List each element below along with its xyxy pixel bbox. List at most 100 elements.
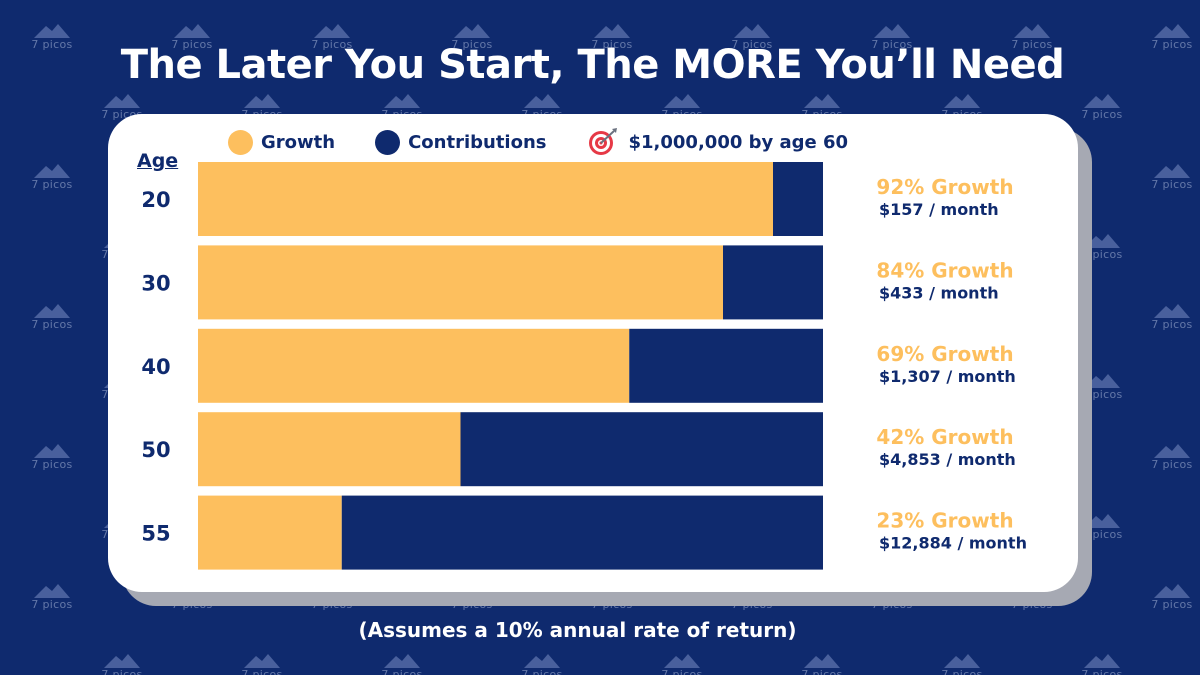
watermark-text: 7 picos <box>31 38 73 51</box>
footnote: (Assumes a 10% annual rate of return) <box>358 618 797 642</box>
watermark-text: 7 picos <box>801 668 843 675</box>
growth-percent-label-age-30: 84% Growth <box>876 258 1013 282</box>
watermark-text: 7 picos <box>521 668 563 675</box>
watermark-logo: 7 picos <box>12 20 92 60</box>
mountain-icon <box>524 94 560 108</box>
watermark-logo: 7 picos <box>852 20 932 60</box>
watermark-logo: 7 picos <box>502 650 582 675</box>
mountain-icon <box>314 24 350 38</box>
watermark-text: 7 picos <box>31 458 73 471</box>
monthly-contribution-label-age-40: $1,307 / month <box>879 367 1016 386</box>
watermark-logo: 7 picos <box>1132 300 1200 340</box>
mountain-icon <box>34 164 70 178</box>
bar-growth-age-20 <box>198 162 773 236</box>
watermark-logo: 7 picos <box>432 20 512 60</box>
watermark-logo: 7 picos <box>642 650 722 675</box>
mountain-icon <box>734 24 770 38</box>
legend-label-contributions: Contributions <box>408 131 547 153</box>
watermark-text: 7 picos <box>1081 108 1123 121</box>
page-title: The Later You Start, The MORE You’ll Nee… <box>120 42 1065 88</box>
mountain-icon <box>664 94 700 108</box>
mountain-icon <box>944 654 980 668</box>
monthly-contribution-label-age-55: $12,884 / month <box>879 534 1027 553</box>
monthly-contribution-label-age-20: $157 / month <box>879 200 999 219</box>
legend-swatch-growth <box>228 129 253 155</box>
watermark-text: 7 picos <box>1151 318 1193 331</box>
mountain-icon <box>1084 654 1120 668</box>
watermark-logo: 7 picos <box>1132 160 1200 200</box>
growth-percent-label-age-55: 23% Growth <box>876 509 1013 533</box>
watermark-text: 7 picos <box>1081 668 1123 675</box>
mountain-icon <box>34 304 70 318</box>
watermark-logo: 7 picos <box>222 650 302 675</box>
watermark-logo: 7 picos <box>12 440 92 480</box>
mountain-icon <box>944 94 980 108</box>
growth-percent-label-age-40: 69% Growth <box>876 342 1013 366</box>
mountain-icon <box>384 94 420 108</box>
watermark-logo: 7 picos <box>712 20 792 60</box>
watermark-logo: 7 picos <box>922 650 1002 675</box>
y-tick-label-age-40: 40 <box>141 355 170 379</box>
watermark-logo: 7 picos <box>1132 440 1200 480</box>
bar-contributions-age-20 <box>773 162 823 236</box>
watermark-logo: 7 picos <box>1132 580 1200 620</box>
watermark-logo: 7 picos <box>12 160 92 200</box>
mountain-icon <box>174 24 210 38</box>
watermark-text: 7 picos <box>871 38 913 51</box>
watermark-logo: 7 picos <box>782 650 862 675</box>
watermark-text: 7 picos <box>31 318 73 331</box>
growth-percent-label-age-50: 42% Growth <box>876 425 1013 449</box>
mountain-icon <box>804 654 840 668</box>
mountain-icon <box>1154 24 1190 38</box>
mountain-icon <box>804 94 840 108</box>
mountain-icon <box>524 654 560 668</box>
mountain-icon <box>104 654 140 668</box>
bar-growth-age-55 <box>198 495 342 570</box>
mountain-icon <box>454 24 490 38</box>
mountain-icon <box>1154 444 1190 458</box>
bar-growth-age-30 <box>198 245 723 320</box>
mountain-icon <box>664 654 700 668</box>
y-tick-label-age-55: 55 <box>141 522 170 546</box>
watermark-logo: 7 picos <box>82 650 162 675</box>
watermark-text: 7 picos <box>661 668 703 675</box>
mountain-icon <box>1154 584 1190 598</box>
mountain-icon <box>244 654 280 668</box>
watermark-text: 7 picos <box>31 598 73 611</box>
legend-label-goal: $1,000,000 by age 60 <box>628 131 849 153</box>
watermark-text: 7 picos <box>451 38 493 51</box>
watermark-logo: 7 picos <box>992 20 1072 60</box>
watermark-logo: 7 picos <box>1132 20 1200 60</box>
mountain-icon <box>244 94 280 108</box>
watermark-text: 7 picos <box>941 668 983 675</box>
watermark-logo: 7 picos <box>1062 650 1142 675</box>
growth-percent-label-age-20: 92% Growth <box>876 175 1013 199</box>
monthly-contribution-label-age-30: $433 / month <box>879 283 999 302</box>
mountain-icon <box>1084 234 1120 248</box>
mountain-icon <box>1084 514 1120 528</box>
watermark-text: 7 picos <box>101 668 143 675</box>
mountain-icon <box>34 444 70 458</box>
legend-item-growth: Growth <box>228 129 335 155</box>
watermark-text: 7 picos <box>171 38 213 51</box>
bar-growth-age-50 <box>198 412 461 487</box>
mountain-icon <box>384 654 420 668</box>
mountain-icon <box>34 584 70 598</box>
watermark-logo: 7 picos <box>1062 90 1142 130</box>
legend-swatch-contributions <box>375 129 401 155</box>
watermark-logo: 7 picos <box>292 20 372 60</box>
bar-contributions-age-50 <box>460 412 823 487</box>
mountain-icon <box>1084 94 1120 108</box>
mountain-icon <box>1084 374 1120 388</box>
mountain-icon <box>1154 164 1190 178</box>
y-axis-title: Age <box>137 150 179 172</box>
target-icon <box>588 128 617 155</box>
mountain-icon <box>874 24 910 38</box>
y-tick-label-age-20: 20 <box>141 188 170 212</box>
legend-item-goal: $1,000,000 by age 60 <box>587 127 849 157</box>
bar-growth-age-40 <box>198 328 630 403</box>
chart-legend: Growth Contributions $1,000,000 by age 6… <box>228 126 888 158</box>
bar-contributions-age-55 <box>341 495 823 570</box>
watermark-text: 7 picos <box>241 668 283 675</box>
